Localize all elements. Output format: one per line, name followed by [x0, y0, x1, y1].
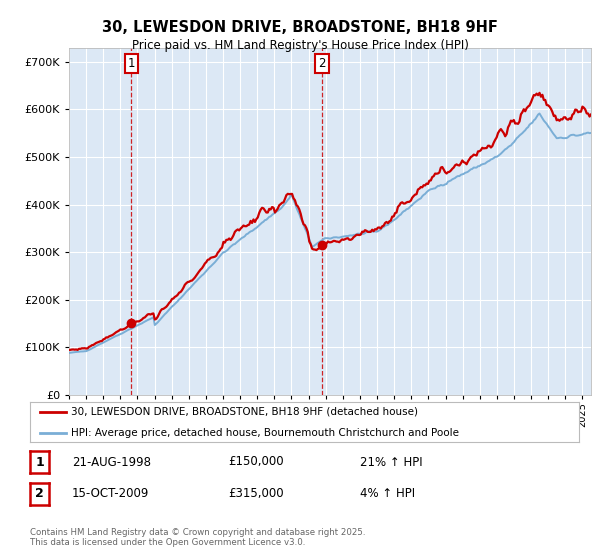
- Text: Price paid vs. HM Land Registry's House Price Index (HPI): Price paid vs. HM Land Registry's House …: [131, 39, 469, 52]
- Text: 2: 2: [319, 57, 326, 70]
- Text: 30, LEWESDON DRIVE, BROADSTONE, BH18 9HF: 30, LEWESDON DRIVE, BROADSTONE, BH18 9HF: [102, 20, 498, 35]
- Text: 1: 1: [35, 455, 44, 469]
- Text: 15-OCT-2009: 15-OCT-2009: [72, 487, 149, 501]
- Text: £150,000: £150,000: [228, 455, 284, 469]
- Text: Contains HM Land Registry data © Crown copyright and database right 2025.
This d: Contains HM Land Registry data © Crown c…: [30, 528, 365, 547]
- Text: 21% ↑ HPI: 21% ↑ HPI: [360, 455, 422, 469]
- Text: 4% ↑ HPI: 4% ↑ HPI: [360, 487, 415, 501]
- Text: 21-AUG-1998: 21-AUG-1998: [72, 455, 151, 469]
- Text: 2: 2: [35, 487, 44, 501]
- Text: £315,000: £315,000: [228, 487, 284, 501]
- Text: HPI: Average price, detached house, Bournemouth Christchurch and Poole: HPI: Average price, detached house, Bour…: [71, 428, 459, 438]
- Text: 1: 1: [128, 57, 135, 70]
- Text: 30, LEWESDON DRIVE, BROADSTONE, BH18 9HF (detached house): 30, LEWESDON DRIVE, BROADSTONE, BH18 9HF…: [71, 407, 418, 417]
